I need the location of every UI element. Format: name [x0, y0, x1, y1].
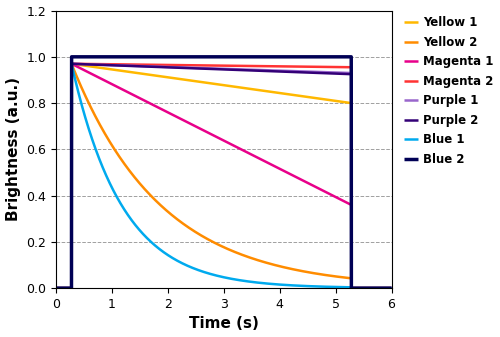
- Blue 2: [68, 55, 74, 59]
- Y-axis label: Brightness (a.u.): Brightness (a.u.): [6, 78, 20, 221]
- Blue 2: [254, 55, 260, 59]
- Blue 2: [114, 55, 120, 59]
- Yellow 2: [271, 263, 277, 267]
- Magenta 2: [254, 64, 260, 68]
- Purple 2: [304, 70, 310, 74]
- Line: Yellow 1: Yellow 1: [56, 64, 392, 288]
- Purple 1: [53, 286, 59, 290]
- Magenta 2: [329, 65, 335, 69]
- Purple 2: [68, 62, 74, 66]
- Line: Magenta 1: Magenta 1: [56, 64, 392, 288]
- Yellow 2: [329, 274, 335, 278]
- Legend: Yellow 1, Yellow 2, Magenta 1, Magenta 2, Purple 1, Purple 2, Blue 1, Blue 2: Yellow 1, Yellow 2, Magenta 1, Magenta 2…: [404, 17, 494, 166]
- Blue 2: [181, 55, 187, 59]
- Blue 2: [388, 286, 394, 290]
- Line: Blue 1: Blue 1: [56, 64, 392, 288]
- X-axis label: Time (s): Time (s): [188, 316, 258, 332]
- Yellow 2: [388, 286, 394, 290]
- Yellow 1: [68, 62, 74, 66]
- Purple 1: [304, 69, 310, 73]
- Purple 2: [53, 286, 59, 290]
- Blue 1: [254, 280, 260, 284]
- Yellow 2: [53, 286, 59, 290]
- Purple 2: [329, 71, 335, 75]
- Blue 2: [329, 55, 335, 59]
- Purple 1: [114, 63, 120, 67]
- Magenta 2: [304, 65, 310, 69]
- Magenta 1: [388, 286, 394, 290]
- Line: Magenta 2: Magenta 2: [56, 64, 392, 288]
- Blue 1: [271, 282, 277, 286]
- Yellow 2: [254, 258, 260, 262]
- Yellow 1: [271, 90, 277, 94]
- Purple 1: [271, 68, 277, 72]
- Magenta 2: [271, 64, 277, 68]
- Line: Yellow 2: Yellow 2: [56, 64, 392, 288]
- Blue 2: [304, 55, 310, 59]
- Yellow 1: [329, 98, 335, 102]
- Blue 2: [271, 55, 277, 59]
- Yellow 1: [181, 78, 187, 82]
- Blue 1: [181, 262, 187, 266]
- Purple 1: [181, 65, 187, 69]
- Purple 1: [329, 70, 335, 74]
- Magenta 2: [181, 63, 187, 67]
- Blue 1: [304, 284, 310, 288]
- Yellow 2: [181, 222, 187, 226]
- Yellow 1: [254, 88, 260, 92]
- Purple 1: [254, 68, 260, 72]
- Yellow 2: [114, 151, 120, 155]
- Purple 2: [114, 63, 120, 67]
- Magenta 1: [68, 62, 74, 66]
- Blue 1: [388, 286, 394, 290]
- Blue 1: [329, 285, 335, 289]
- Purple 2: [254, 69, 260, 73]
- Yellow 1: [388, 286, 394, 290]
- Blue 1: [53, 286, 59, 290]
- Purple 2: [388, 286, 394, 290]
- Magenta 1: [271, 164, 277, 168]
- Yellow 1: [114, 68, 120, 72]
- Blue 1: [68, 62, 74, 66]
- Blue 2: [53, 286, 59, 290]
- Purple 1: [388, 286, 394, 290]
- Magenta 2: [53, 286, 59, 290]
- Yellow 2: [68, 62, 74, 66]
- Magenta 1: [114, 85, 120, 89]
- Magenta 1: [329, 193, 335, 197]
- Purple 2: [271, 69, 277, 73]
- Magenta 2: [114, 62, 120, 66]
- Magenta 2: [388, 286, 394, 290]
- Magenta 1: [304, 180, 310, 184]
- Purple 2: [181, 66, 187, 70]
- Magenta 1: [181, 119, 187, 123]
- Blue 1: [114, 195, 120, 199]
- Purple 1: [68, 62, 74, 66]
- Yellow 2: [304, 270, 310, 274]
- Magenta 1: [53, 286, 59, 290]
- Magenta 1: [254, 155, 260, 159]
- Line: Purple 1: Purple 1: [56, 64, 392, 288]
- Yellow 1: [304, 95, 310, 99]
- Yellow 1: [53, 286, 59, 290]
- Magenta 2: [68, 62, 74, 66]
- Line: Purple 2: Purple 2: [56, 64, 392, 288]
- Line: Blue 2: Blue 2: [56, 57, 392, 288]
